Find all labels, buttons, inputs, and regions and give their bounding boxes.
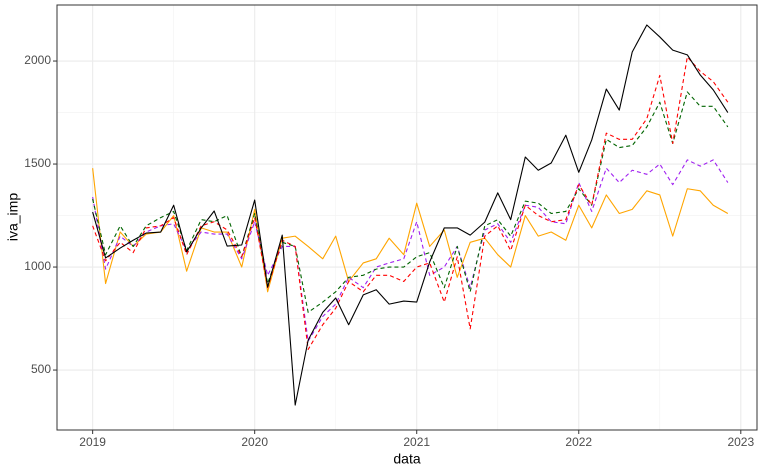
series-line (92, 24, 729, 406)
y-tick-label: 1500 (24, 156, 51, 170)
lines (92, 24, 729, 406)
series-line (92, 56, 729, 350)
panel-border (56, 4, 758, 431)
y-tick-label: 500 (31, 362, 51, 376)
x-tick-label: 2022 (565, 435, 592, 449)
y-tick-label: 1000 (24, 259, 51, 273)
series-line (92, 168, 729, 293)
y-tick-label: 2000 (24, 53, 51, 67)
x-tick-label: 2019 (79, 435, 106, 449)
x-axis-title: data (393, 451, 420, 467)
x-tick-label: 2020 (241, 435, 268, 449)
x-tick-label: 2023 (727, 435, 754, 449)
series-line (92, 159, 729, 342)
series-line (92, 91, 729, 313)
y-axis-title: iva_imp (5, 193, 21, 241)
x-tick-label: 2021 (403, 435, 430, 449)
